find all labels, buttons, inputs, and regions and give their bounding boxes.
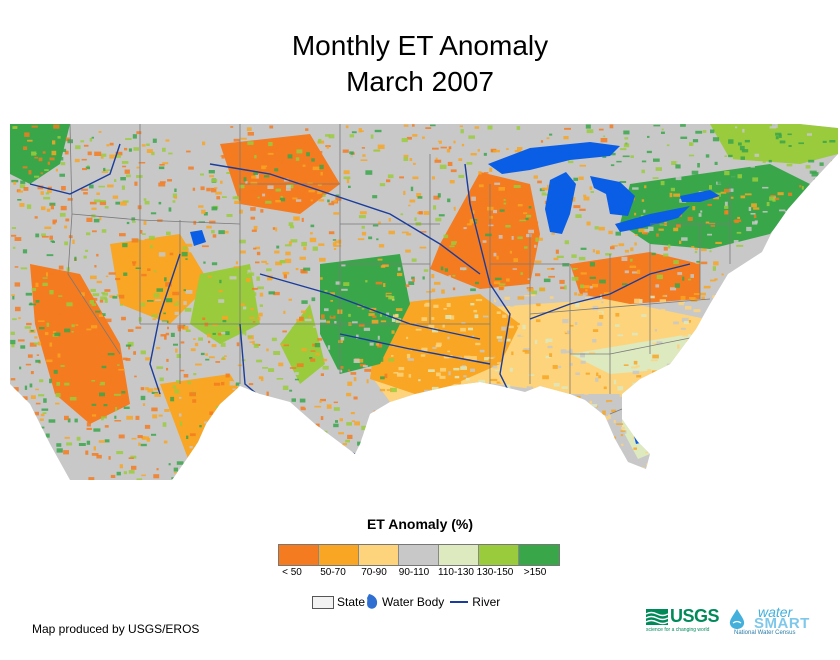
river-red [339,333,491,365]
water-body-key-icon [367,594,378,609]
lake-michigan [545,172,576,234]
region-130-150-northeast [710,124,838,164]
map-subtitle: March 2007 [346,66,494,97]
great-salt-lake [190,230,206,246]
legend-label-4: 90-110 [398,567,430,578]
water-body-key-label: Water Body [382,595,445,609]
legend-swatch-4 [399,545,439,565]
legend-label-7: >150 [523,567,547,578]
rivers [29,143,691,455]
legend-labels: < 50 50-70 70-90 90-110 110-130 130-150 >150 [272,567,572,581]
region-lt50-northern-plains [220,134,340,214]
legend-title: ET Anomaly (%) [366,516,474,532]
map-title: Monthly ET Anomaly [291,30,549,61]
watersmart-word-smart: SMART [754,615,810,632]
legend-label-3: 70-90 [361,567,387,578]
region-lt50-california [30,264,130,424]
watersmart-subtitle: National Water Census [734,630,796,636]
legend-label-6: 130-150 [476,567,514,578]
legend-swatch-7 [519,545,559,565]
water-bodies [190,142,720,444]
legend-label-5: 110-130 [438,567,474,578]
river-missouri [209,163,481,275]
river-arkansas [259,273,481,340]
water-drop-icon [729,609,745,629]
legend-swatch-2 [319,545,359,565]
river-key-icon [450,601,469,603]
region-50-70-south-central [370,294,520,394]
river-mississippi [464,163,511,395]
state-key-icon [312,595,334,609]
legend-label-2: 50-70 [320,567,346,578]
lake-superior [488,142,620,174]
usgs-wave-icon [646,609,668,625]
watersmart-word-water: water [758,604,793,620]
river-columbia [29,143,121,195]
river-ohio [529,263,691,320]
legend-swatch-6 [479,545,519,565]
legend-swatch-5 [439,545,479,565]
watersmart-logo: water SMART National Water Census [728,604,818,640]
et-anomaly-map [10,124,838,480]
legend-swatch-1 [279,545,319,565]
lake-erie [615,206,690,232]
usgs-tagline: science for a changing world [646,627,710,633]
legend-swatch-3 [359,545,399,565]
river-key-label: River [472,595,501,609]
lake-huron [590,176,635,216]
river-colorado [149,253,181,395]
legend-label-1: < 50 [282,567,302,578]
usgs-logo: USGS science for a changing world [646,606,726,636]
state-boundaries [67,124,731,415]
lake-ontario [680,190,720,202]
region-gt150-northeast [620,164,810,249]
region-lt50-ohio-valley [570,252,700,304]
state-key-label: State [337,595,366,609]
legend-swatches [278,544,560,566]
map-key: State Water Body River [312,593,500,611]
usgs-wordmark: USGS [670,606,720,626]
region-gt150-pacific-nw [10,124,70,184]
map-credit: Map produced by USGS/EROS [32,622,200,636]
